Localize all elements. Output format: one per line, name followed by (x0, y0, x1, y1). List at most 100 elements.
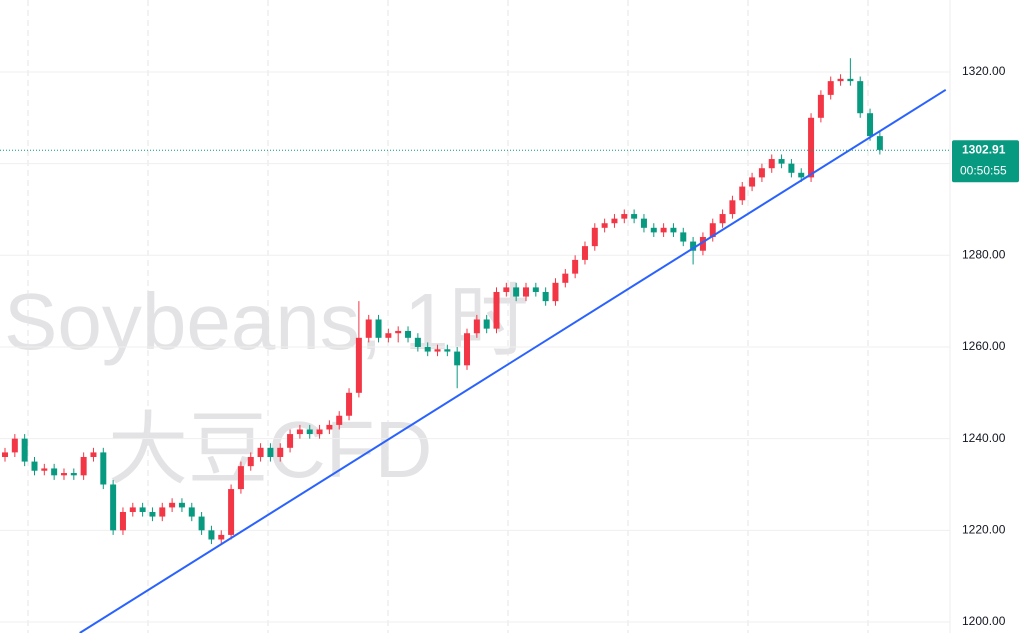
candle-body (375, 319, 382, 338)
candle-body (414, 337, 421, 347)
candle-body (798, 172, 805, 178)
candle-body (257, 447, 264, 457)
candle-body (80, 456, 87, 476)
candle-body (454, 351, 461, 366)
candle-body (326, 424, 333, 430)
candle-body (110, 484, 117, 531)
y-tick-label: 1320.00 (962, 64, 1006, 78)
candle-body (218, 534, 225, 540)
y-tick-label: 1280.00 (962, 247, 1006, 261)
candle-body (129, 507, 136, 512)
candle-body (631, 214, 638, 219)
candle-body (41, 468, 48, 471)
y-tick-label: 1260.00 (962, 339, 1006, 353)
candle-body (758, 168, 765, 178)
candle-body (680, 232, 687, 242)
candle-body (464, 333, 471, 366)
candle-body (719, 214, 726, 224)
candle-body (817, 94, 824, 118)
candle-body (532, 287, 539, 292)
y-tick-label: 1220.00 (962, 522, 1006, 536)
watermark-symbol: Soybeans, 1时 (4, 277, 529, 366)
last-price-box (952, 140, 1019, 183)
last-price-label: 1302.91 (962, 142, 1006, 156)
candle-body (601, 223, 608, 228)
candle-body (365, 319, 372, 338)
candle-body (483, 319, 490, 329)
candle-body (473, 319, 480, 334)
candle-body (385, 333, 392, 338)
candle-body (709, 223, 716, 237)
candle-body (51, 468, 58, 476)
candle-body (611, 218, 618, 224)
candle-body (31, 461, 38, 471)
candle-body (70, 473, 77, 476)
candle-body (552, 282, 559, 302)
candle-body (660, 227, 667, 233)
candle-body (778, 159, 785, 164)
candle-body (857, 81, 864, 114)
candle-body (188, 507, 195, 517)
candle-body (749, 177, 756, 187)
candle-body (621, 214, 628, 219)
candle-body (178, 502, 185, 508)
candle-body (522, 287, 529, 297)
candle-body (808, 117, 815, 178)
candle-body (198, 516, 205, 531)
candle-body (287, 434, 294, 448)
candle-body (169, 502, 176, 508)
candle-body (100, 452, 107, 485)
candle-body (591, 227, 598, 247)
candle-body (503, 287, 510, 292)
candle-body (768, 159, 775, 169)
candle-body (405, 330, 412, 338)
candle-body (316, 429, 323, 435)
candle-body (542, 291, 549, 302)
candle-body (336, 415, 343, 425)
candle-body (306, 429, 313, 435)
candle-body (493, 291, 500, 329)
candle-body (228, 489, 235, 535)
candle-body (247, 456, 254, 467)
candle-body (159, 507, 166, 517)
candle-body (867, 113, 874, 137)
candle-body (11, 438, 18, 453)
candle-body (513, 287, 520, 297)
candle-body (424, 346, 431, 352)
candle-body (2, 452, 8, 457)
candle-body (640, 218, 647, 228)
candle-body (434, 349, 441, 352)
candle-body (346, 392, 353, 416)
candle-body (208, 530, 215, 540)
y-tick-label: 1200.00 (962, 614, 1006, 628)
candle-body (876, 136, 883, 150)
candle-body (827, 81, 834, 95)
candle-body (237, 466, 244, 490)
candle-body (119, 511, 126, 531)
candle-body (670, 227, 677, 233)
candle-body (90, 452, 97, 457)
candle-body (699, 236, 706, 251)
candle-body (60, 473, 67, 476)
candle-body (21, 438, 28, 462)
candle-body (650, 227, 657, 233)
candle-body (444, 349, 451, 352)
candle-body (267, 447, 274, 457)
y-tick-label: 1240.00 (962, 431, 1006, 445)
candle-body (581, 246, 588, 260)
candle-body (277, 447, 284, 457)
candle-body (395, 330, 402, 334)
countdown-label: 00:50:55 (960, 163, 1007, 177)
candle-body (296, 429, 303, 435)
candle-body (847, 78, 854, 82)
candle-body (139, 507, 146, 512)
trendline (79, 88, 947, 634)
candle-body (739, 186, 746, 201)
candle-body (149, 511, 156, 517)
candle-body (837, 78, 844, 82)
candle-body (690, 241, 697, 251)
candle-body (572, 259, 579, 274)
candle-body (788, 163, 795, 173)
